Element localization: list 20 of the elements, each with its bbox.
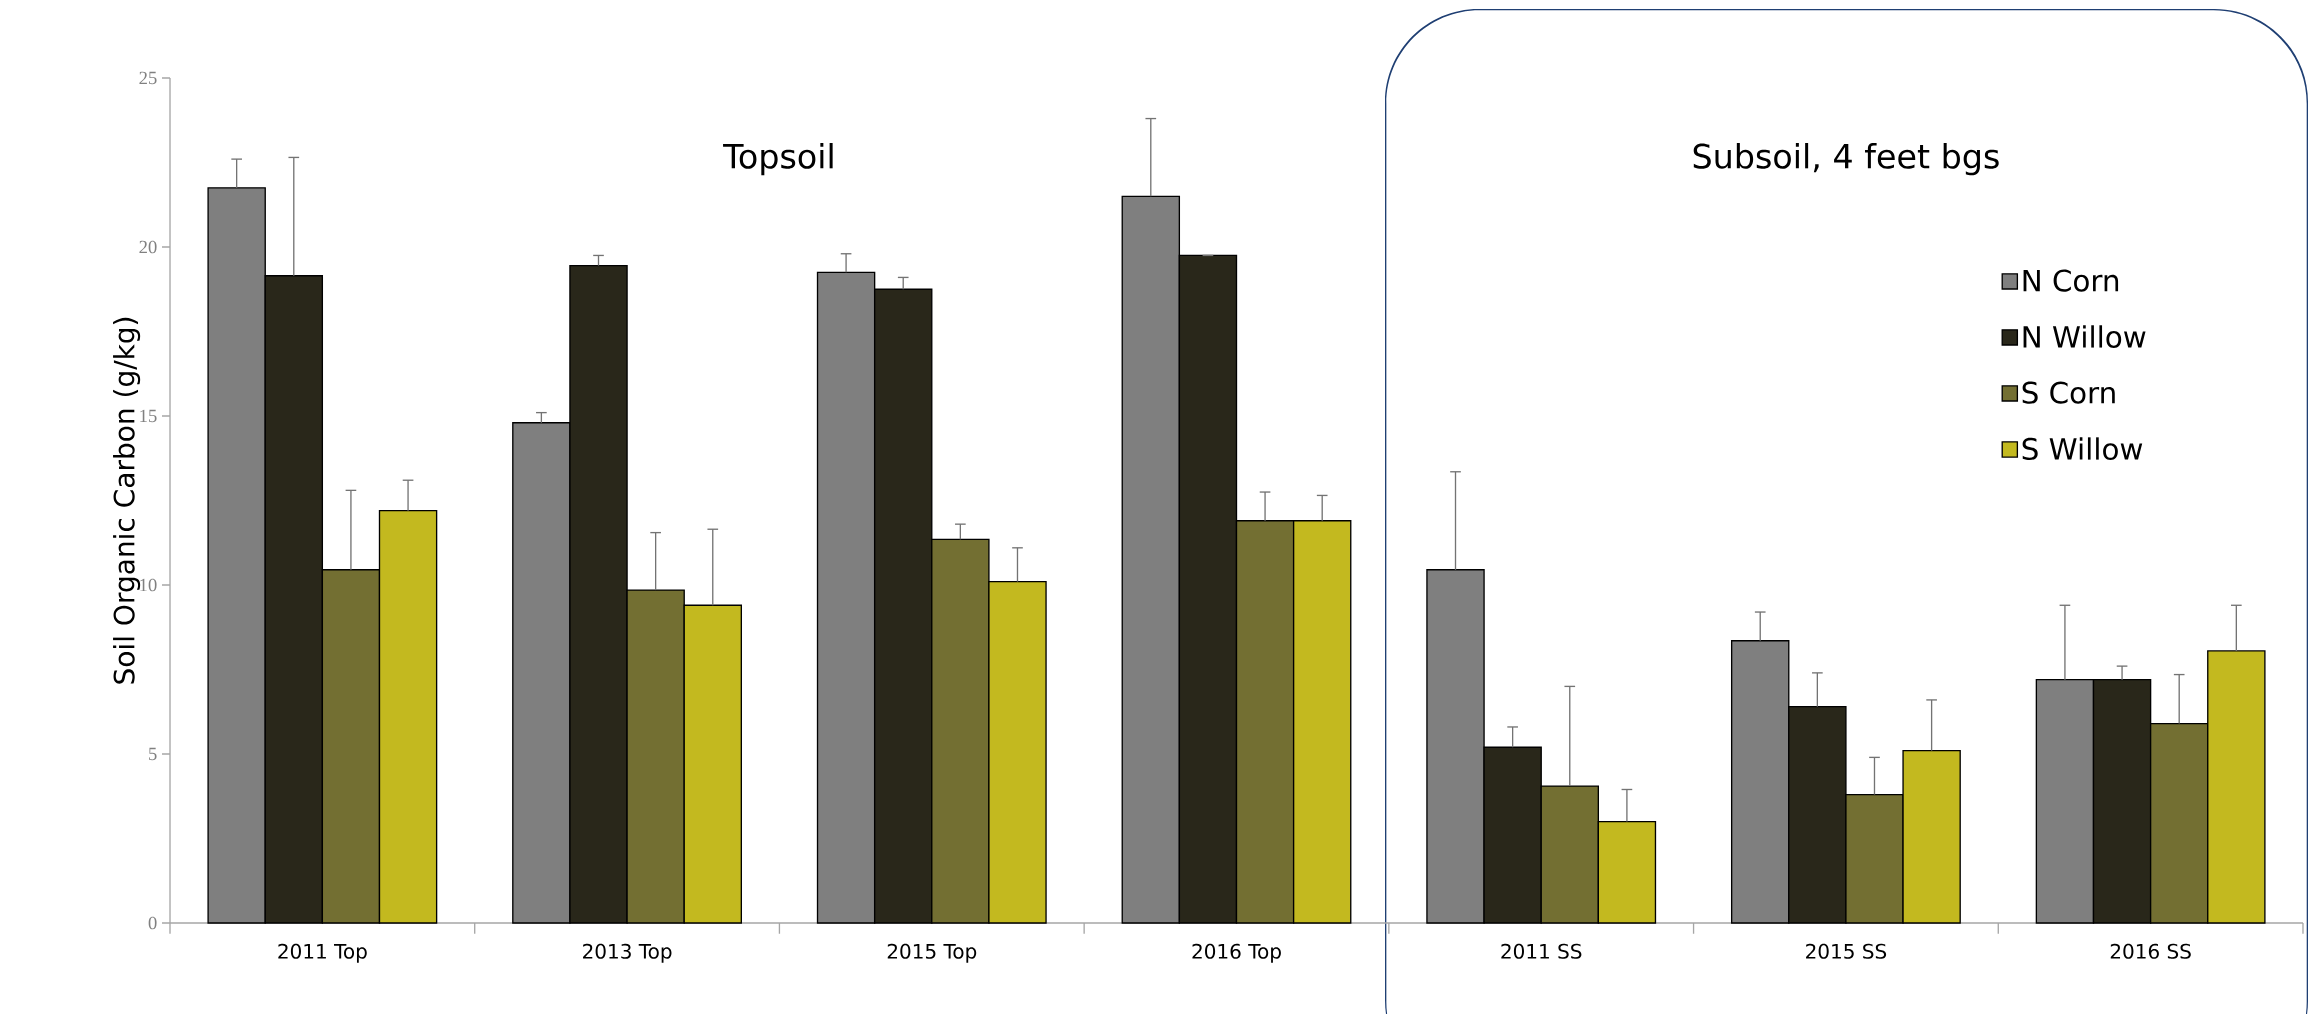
x-tick-label: 2015 Top: [887, 943, 977, 963]
legend-label: S Willow: [2022, 437, 2143, 461]
x-tick-label: 2015 SS: [1806, 943, 1887, 959]
y-tick-label: 15: [140, 409, 157, 423]
x-tick-label: 2013 Top: [583, 943, 672, 963]
x-tick-label: 2011 SS: [1501, 943, 1582, 959]
y-axis-title: Soil Organic Carbon (g/kg): [113, 317, 141, 684]
y-tick-label: 20: [139, 240, 157, 254]
x-tick-label: 2016 Top: [1192, 943, 1281, 963]
legend-label: N Corn: [2023, 269, 2119, 292]
x-tick-label: 2016 SS: [2110, 943, 2191, 959]
x-tick-label: 2011 Top: [278, 943, 367, 963]
legend-label: N Willow: [2023, 325, 2146, 348]
annotation: Subsoil, 4 feet bgs: [1693, 142, 1999, 176]
y-tick-label: 0: [148, 916, 157, 930]
y-tick-label: 25: [139, 71, 157, 85]
legend-label: S Corn: [2022, 381, 2115, 404]
y-tick-label: 10: [140, 578, 157, 592]
annotation: Topsoil: [723, 142, 833, 176]
y-tick-label: 5: [149, 747, 157, 761]
